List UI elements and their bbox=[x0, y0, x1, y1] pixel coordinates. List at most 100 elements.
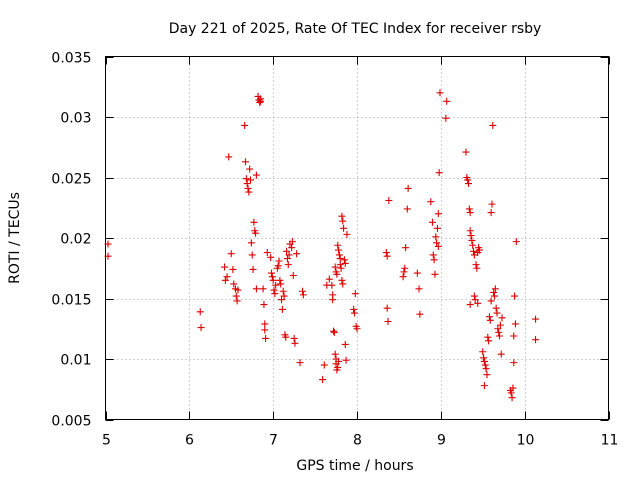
data-point bbox=[244, 184, 252, 192]
data-point bbox=[267, 253, 275, 261]
data-point bbox=[334, 363, 342, 371]
data-point bbox=[401, 264, 409, 272]
data-point bbox=[335, 251, 343, 259]
data-point bbox=[280, 292, 288, 300]
data-point bbox=[299, 291, 307, 299]
data-point bbox=[342, 356, 350, 364]
data-point bbox=[511, 320, 519, 328]
data-point bbox=[293, 250, 301, 258]
data-point bbox=[242, 158, 250, 166]
data-point bbox=[436, 89, 444, 97]
data-point bbox=[284, 261, 292, 269]
data-point bbox=[433, 239, 441, 247]
data-point bbox=[283, 247, 291, 255]
data-point bbox=[288, 238, 296, 246]
data-point bbox=[252, 285, 260, 293]
data-point bbox=[320, 361, 328, 369]
data-point bbox=[485, 313, 493, 321]
x-tick-label: 10 bbox=[517, 433, 535, 449]
y-tick-labels: 0.005 0.01 0.015 0.02 0.025 0.03 0.035 bbox=[51, 51, 91, 430]
y-tick-label: 0.025 bbox=[51, 172, 91, 188]
data-point bbox=[289, 272, 297, 280]
data-point bbox=[260, 301, 268, 309]
data-point bbox=[291, 339, 299, 347]
data-point bbox=[511, 292, 519, 300]
data-point bbox=[335, 357, 343, 365]
data-point bbox=[479, 348, 487, 356]
data-point bbox=[268, 273, 276, 281]
data-point bbox=[339, 280, 347, 288]
data-point bbox=[278, 305, 286, 313]
data-point bbox=[490, 292, 498, 300]
x-tick-label: 6 bbox=[185, 433, 194, 449]
data-point bbox=[466, 227, 474, 235]
data-point bbox=[246, 165, 254, 173]
data-point bbox=[333, 270, 341, 278]
data-point bbox=[491, 285, 499, 293]
data-point bbox=[433, 224, 441, 232]
data-point bbox=[493, 309, 501, 317]
data-point bbox=[496, 321, 504, 329]
data-point bbox=[197, 324, 205, 332]
data-point bbox=[263, 249, 271, 257]
data-point bbox=[299, 287, 307, 295]
data-point bbox=[466, 301, 474, 309]
data-point bbox=[492, 304, 500, 312]
data-point bbox=[340, 256, 348, 264]
data-point bbox=[509, 384, 517, 392]
data-point bbox=[272, 281, 280, 289]
data-point bbox=[399, 273, 407, 281]
y-tick-label: 0.015 bbox=[51, 293, 91, 309]
data-point bbox=[104, 252, 112, 260]
data-point bbox=[467, 232, 475, 240]
data-point bbox=[486, 316, 494, 324]
data-point bbox=[233, 297, 241, 305]
data-point bbox=[334, 241, 342, 249]
data-point bbox=[432, 233, 440, 241]
data-point bbox=[383, 304, 391, 312]
plot-frame bbox=[105, 56, 609, 420]
data-point bbox=[343, 230, 351, 238]
data-point bbox=[473, 264, 481, 272]
data-point bbox=[261, 326, 269, 334]
data-point bbox=[494, 325, 502, 333]
data-point bbox=[404, 184, 412, 192]
data-point bbox=[466, 209, 474, 217]
data-point bbox=[248, 251, 256, 259]
data-point bbox=[242, 175, 250, 183]
data-point bbox=[400, 268, 408, 276]
data-point bbox=[532, 336, 540, 344]
y-tick-label: 0.035 bbox=[51, 51, 91, 67]
data-point bbox=[496, 332, 504, 340]
data-point bbox=[474, 299, 482, 307]
data-point bbox=[498, 314, 506, 322]
data-point bbox=[261, 320, 269, 328]
data-point bbox=[351, 290, 359, 298]
data-point bbox=[279, 287, 287, 295]
data-point bbox=[430, 256, 438, 264]
data-point bbox=[338, 212, 346, 220]
data-point bbox=[274, 262, 282, 270]
data-point bbox=[247, 176, 255, 184]
data-point bbox=[487, 297, 495, 305]
data-point bbox=[288, 244, 296, 252]
data-point bbox=[275, 257, 283, 265]
data-point bbox=[464, 176, 472, 184]
data-point bbox=[341, 340, 349, 348]
data-point bbox=[488, 200, 496, 208]
data-point bbox=[336, 261, 344, 269]
data-point bbox=[484, 333, 492, 341]
data-point bbox=[221, 263, 229, 271]
data-point bbox=[350, 305, 358, 313]
data-point bbox=[497, 350, 505, 358]
y-tick-label: 0.005 bbox=[51, 414, 91, 430]
data-point bbox=[482, 365, 490, 373]
data-point bbox=[196, 308, 204, 316]
data-point bbox=[330, 328, 338, 336]
data-point bbox=[464, 180, 472, 188]
axis-ticks bbox=[105, 56, 610, 421]
data-point bbox=[480, 357, 488, 365]
data-point bbox=[434, 242, 442, 250]
data-point bbox=[434, 210, 442, 218]
